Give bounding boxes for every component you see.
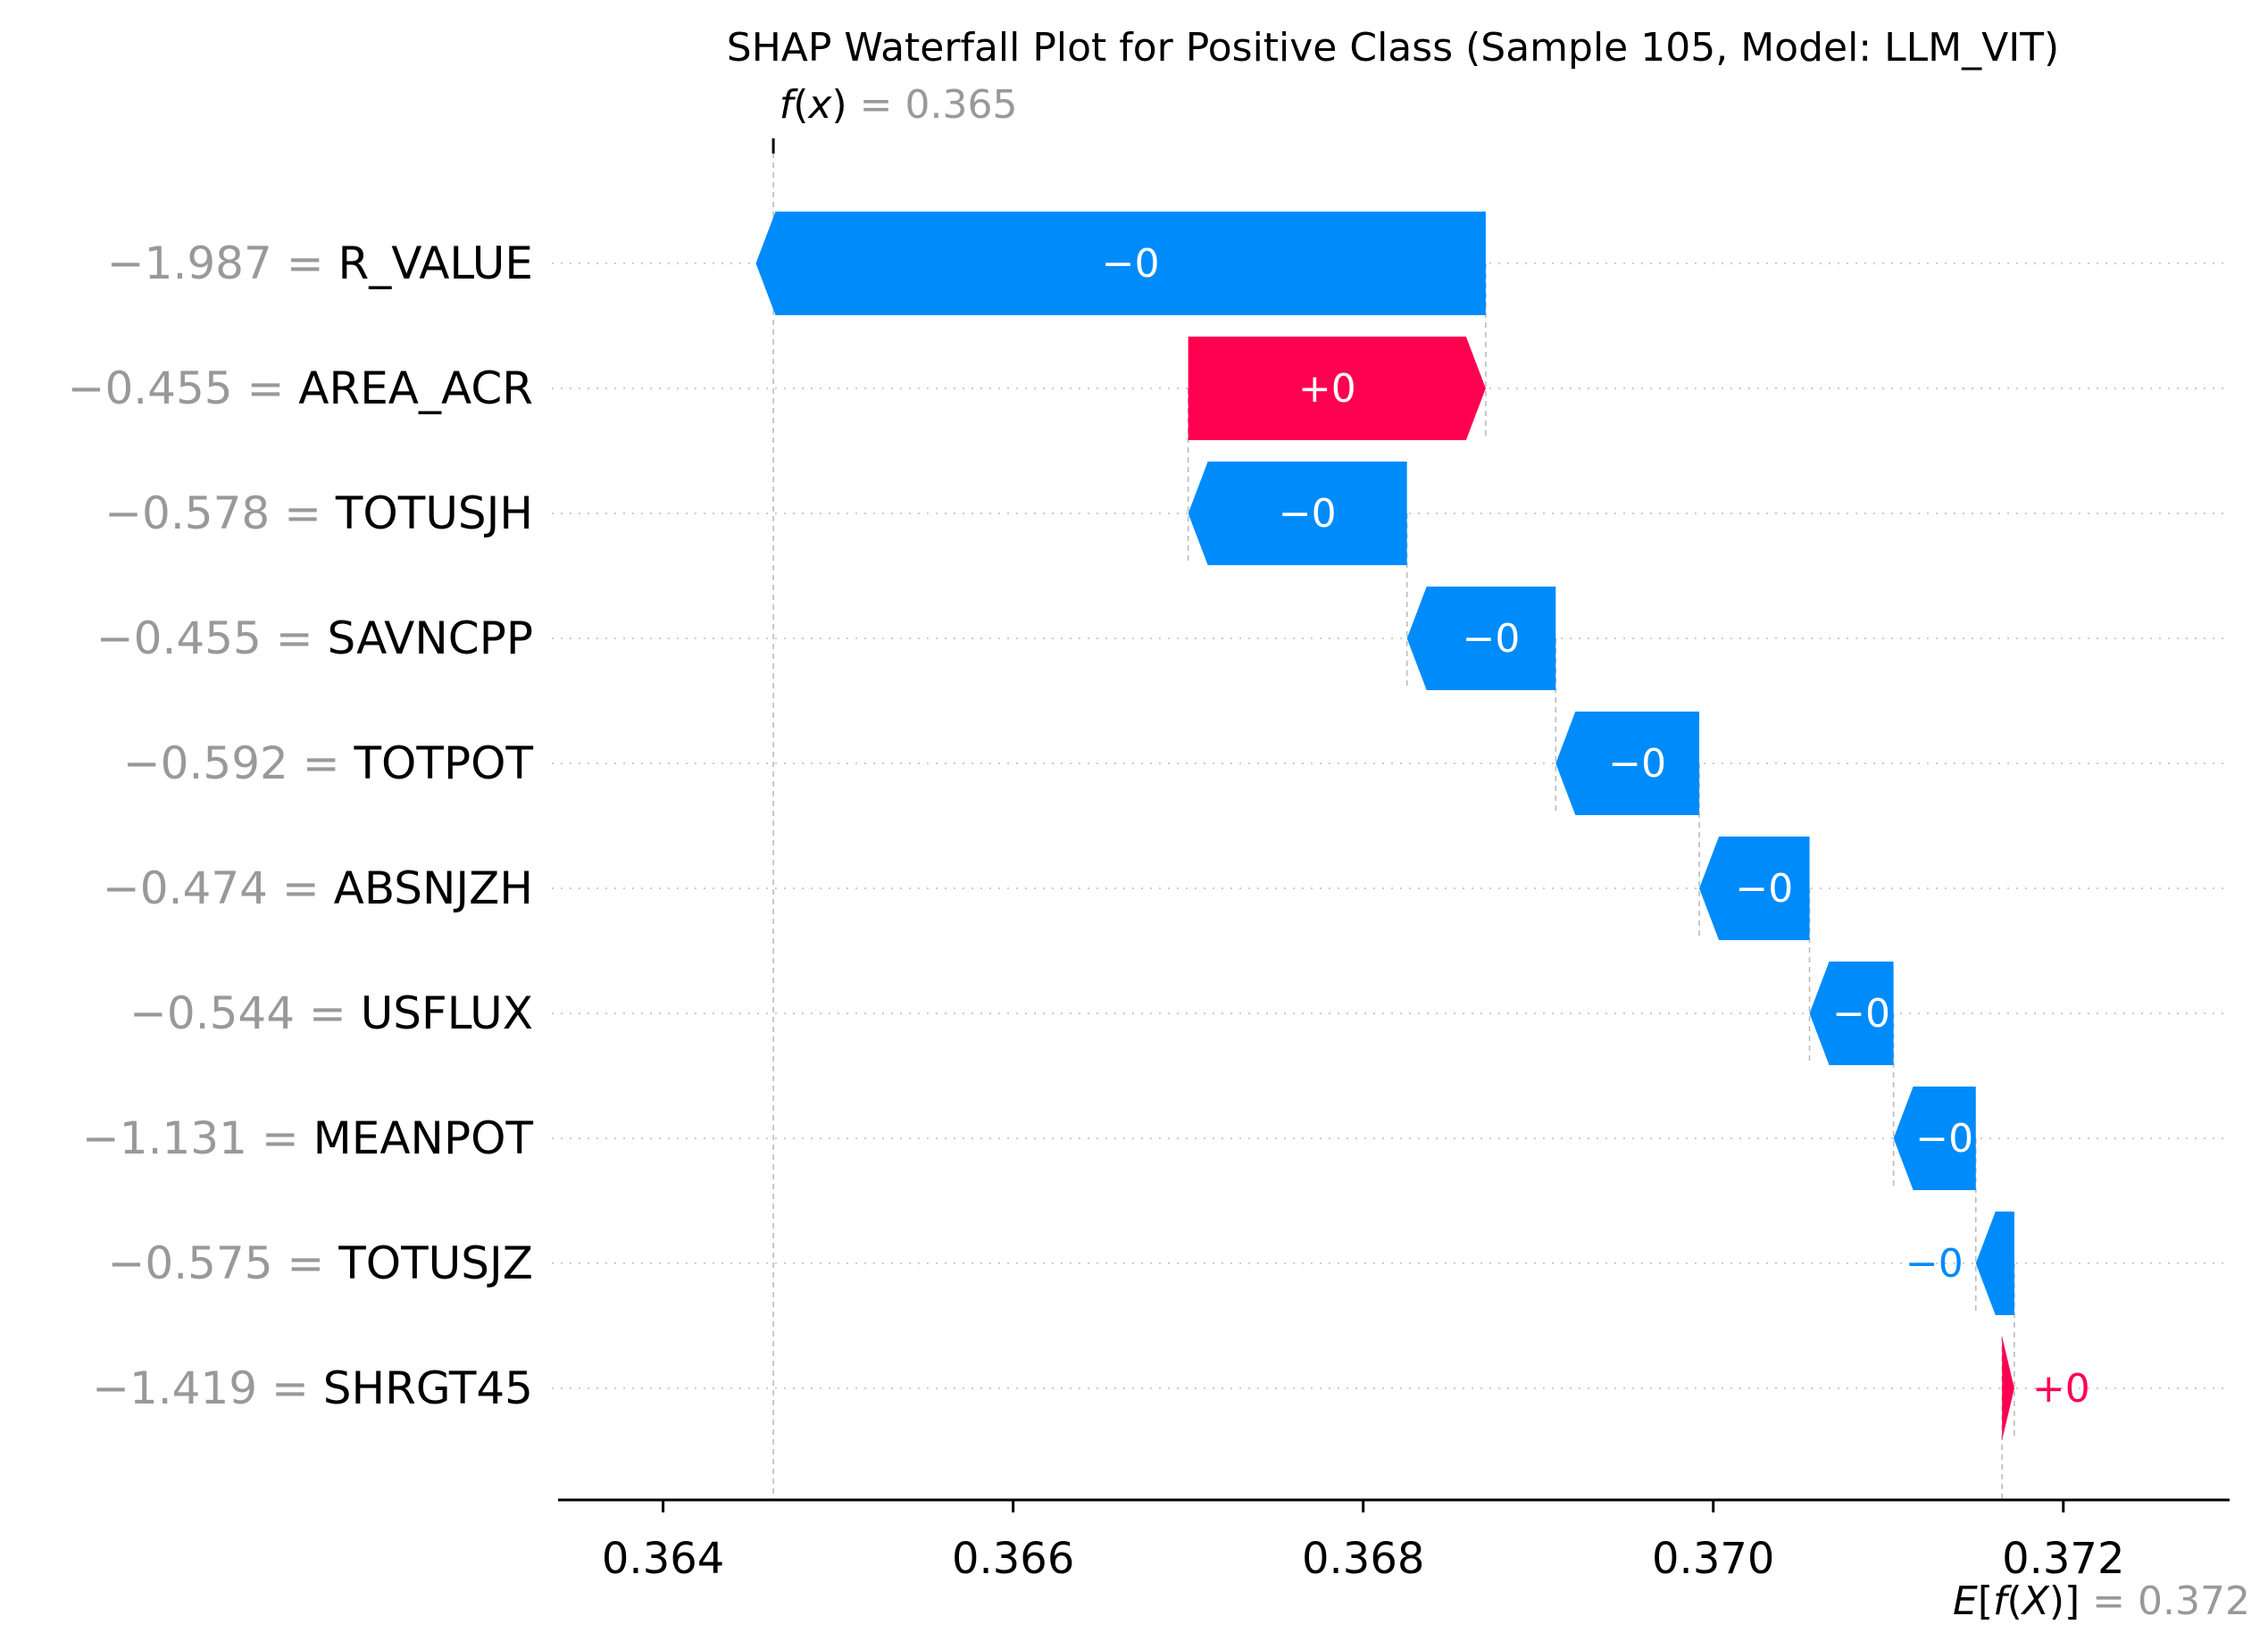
bar-meanpot xyxy=(1893,1087,1976,1190)
feature-name: TOTUSJH xyxy=(335,487,533,539)
bar-value-label: −0 xyxy=(1832,991,1890,1037)
feature-label: −0.455 = SAVNCPP xyxy=(96,612,533,664)
bar-area-acr xyxy=(1188,337,1486,440)
bar-savncpp xyxy=(1406,587,1556,690)
chart-title: SHAP Waterfall Plot for Positive Class (… xyxy=(727,25,2059,71)
x-tick-label: 0.372 xyxy=(2002,1534,2124,1584)
bar-value-label: −0 xyxy=(1463,616,1521,662)
feature-value: −1.987 = xyxy=(107,237,338,289)
annotations: f(x) = 0.365 E[f(X)] = 0.372 xyxy=(780,82,2250,1624)
feature-label: −0.455 = AREA_ACR xyxy=(68,362,533,414)
feature-value: −1.419 = xyxy=(92,1362,323,1414)
feature-name: SHRGT45 xyxy=(323,1362,533,1414)
fx-annotation: f(x) = 0.365 xyxy=(780,82,1018,128)
feature-label: −1.131 = MEANPOT xyxy=(82,1112,534,1164)
bar-usflux xyxy=(1809,962,1894,1065)
bar-value-label: −0 xyxy=(1608,741,1666,787)
x-tick-label: 0.366 xyxy=(952,1534,1074,1584)
bar-value-label: −0 xyxy=(1735,866,1793,912)
x-tick-label: 0.370 xyxy=(1652,1534,1774,1584)
feature-name: SAVNCPP xyxy=(328,612,534,664)
feature-value: −0.592 = xyxy=(123,737,354,789)
feature-label: −1.419 = SHRGT45 xyxy=(92,1362,533,1414)
feature-name: TOTUSJZ xyxy=(338,1237,533,1289)
feature-name: TOTPOT xyxy=(354,737,534,789)
feature-label: −1.987 = R_VALUE xyxy=(107,237,533,289)
feature-labels: −1.987 = R_VALUE −0.455 = AREA_ACR −0.578 … xyxy=(68,237,534,1414)
feature-name: R_VALUE xyxy=(338,237,533,289)
feature-name: ABSNJZH xyxy=(334,862,533,914)
feature-value: −1.131 = xyxy=(82,1112,313,1164)
bar-shrgt45 xyxy=(2002,1337,2014,1440)
feature-value: −0.578 = xyxy=(104,487,336,539)
bar-value-label: −0 xyxy=(1915,1116,1973,1162)
efx-annotation: E[f(X)] = 0.372 xyxy=(1953,1579,2250,1624)
feature-label: −0.544 = USFLUX xyxy=(129,987,533,1039)
x-axis: 0.364 0.366 0.368 0.370 0.372 xyxy=(558,1498,2230,1584)
bar-absnjzh xyxy=(1699,837,1810,940)
feature-name: MEANPOT xyxy=(313,1112,534,1164)
feature-label: −0.575 = TOTUSJZ xyxy=(108,1237,534,1289)
x-tick-label: 0.368 xyxy=(1302,1534,1424,1584)
feature-name: USFLUX xyxy=(361,987,533,1039)
feature-value: −0.544 = xyxy=(129,987,361,1039)
bar-r-value xyxy=(755,212,1486,315)
bar-totusjz xyxy=(1975,1212,2014,1315)
bar-value-label: −0 xyxy=(1905,1241,1964,1287)
feature-label: −0.474 = ABSNJZH xyxy=(103,862,533,914)
bar-value-label: −0 xyxy=(1102,241,1160,287)
bar-totpot xyxy=(1555,712,1700,815)
bar-value-label: +0 xyxy=(1298,366,1356,412)
feature-value: −0.455 = xyxy=(68,362,299,414)
bars: −0 +0 −0 −0 −0 −0 −0 −0 −0 +0 xyxy=(755,212,2090,1440)
feature-label: −0.578 = TOTUSJH xyxy=(104,487,533,539)
bar-value-label: +0 xyxy=(2032,1366,2090,1412)
feature-name: AREA_ACR xyxy=(298,362,533,414)
x-tick-label: 0.364 xyxy=(602,1534,724,1584)
feature-value: −0.474 = xyxy=(103,862,334,914)
feature-value: −0.455 = xyxy=(96,612,328,664)
bar-value-label: −0 xyxy=(1279,491,1337,537)
feature-label: −0.592 = TOTPOT xyxy=(123,737,534,789)
feature-value: −0.575 = xyxy=(108,1237,339,1289)
bar-totusjh xyxy=(1188,462,1407,565)
